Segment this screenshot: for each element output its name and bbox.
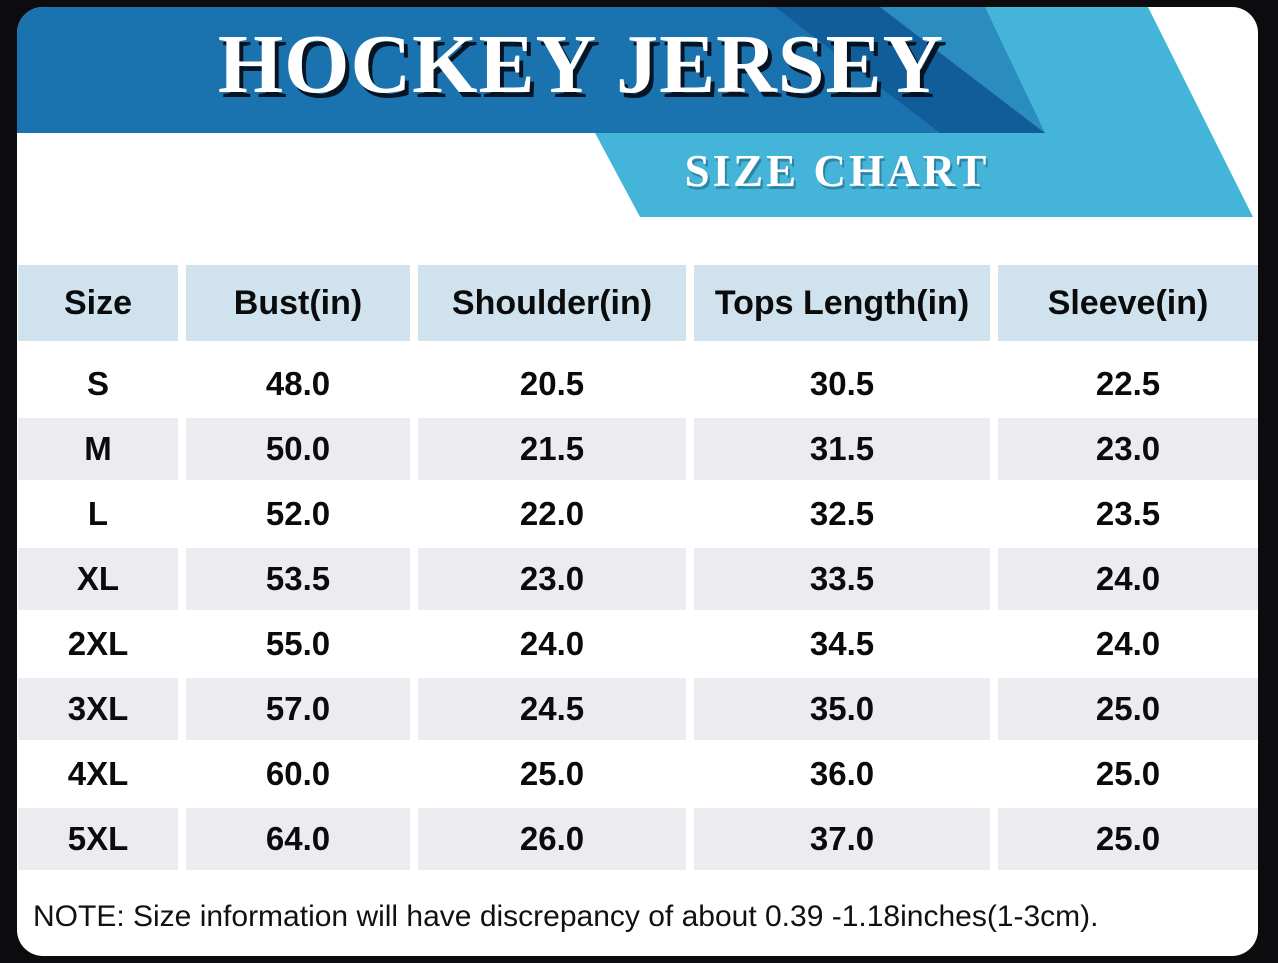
size-cell: L — [18, 483, 178, 545]
bust-cell: 55.0 — [186, 613, 410, 675]
size-chart-card: HOCKEY JERSEY SIZE CHART Size Bust(in) S… — [17, 7, 1258, 956]
size-cell: 5XL — [18, 808, 178, 870]
sleeve-cell: 25.0 — [998, 743, 1258, 805]
size-cell: 3XL — [18, 678, 178, 740]
size-cell: 2XL — [18, 613, 178, 675]
table-row: 3XL 57.0 24.5 35.0 25.0 — [18, 678, 1258, 740]
bust-cell: 52.0 — [186, 483, 410, 545]
table-header-row: Size Bust(in) Shoulder(in) Tops Length(i… — [18, 265, 1258, 341]
bust-cell: 57.0 — [186, 678, 410, 740]
table-row: M 50.0 21.5 31.5 23.0 — [18, 418, 1258, 480]
size-table: Size Bust(in) Shoulder(in) Tops Length(i… — [18, 265, 1258, 873]
table-row: 5XL 64.0 26.0 37.0 25.0 — [18, 808, 1258, 870]
table-row: 2XL 55.0 24.0 34.5 24.0 — [18, 613, 1258, 675]
shoulder-cell: 23.0 — [418, 548, 686, 610]
shoulder-cell: 26.0 — [418, 808, 686, 870]
table-row: XL 53.5 23.0 33.5 24.0 — [18, 548, 1258, 610]
header-cell-size: Size — [18, 265, 178, 341]
tops-length-cell: 32.5 — [694, 483, 990, 545]
sleeve-cell: 22.5 — [998, 353, 1258, 415]
shoulder-cell: 25.0 — [418, 743, 686, 805]
size-cell: XL — [18, 548, 178, 610]
bust-cell: 64.0 — [186, 808, 410, 870]
banner: HOCKEY JERSEY SIZE CHART — [17, 7, 1258, 224]
size-cell: M — [18, 418, 178, 480]
header-cell-shoulder: Shoulder(in) — [418, 265, 686, 341]
size-chart-label: SIZE CHART — [684, 146, 990, 196]
shoulder-cell: 24.5 — [418, 678, 686, 740]
tops-length-cell: 31.5 — [694, 418, 990, 480]
size-cell: 4XL — [18, 743, 178, 805]
sleeve-cell: 24.0 — [998, 548, 1258, 610]
bust-cell: 53.5 — [186, 548, 410, 610]
tops-length-cell: 37.0 — [694, 808, 990, 870]
sleeve-cell: 25.0 — [998, 678, 1258, 740]
shoulder-cell: 21.5 — [418, 418, 686, 480]
tops-length-cell: 30.5 — [694, 353, 990, 415]
size-cell: S — [18, 353, 178, 415]
tops-length-cell: 34.5 — [694, 613, 990, 675]
bust-cell: 48.0 — [186, 353, 410, 415]
header-cell-bust: Bust(in) — [186, 265, 410, 341]
header-cell-tops-length: Tops Length(in) — [694, 265, 990, 341]
shoulder-cell: 20.5 — [418, 353, 686, 415]
header-cell-sleeve: Sleeve(in) — [998, 265, 1258, 341]
tops-length-cell: 33.5 — [694, 548, 990, 610]
sleeve-cell: 24.0 — [998, 613, 1258, 675]
table-row: 4XL 60.0 25.0 36.0 25.0 — [18, 743, 1258, 805]
table-row: S 48.0 20.5 30.5 22.5 — [18, 353, 1258, 415]
tops-length-cell: 35.0 — [694, 678, 990, 740]
page-title: HOCKEY JERSEY — [217, 18, 945, 111]
bust-cell: 50.0 — [186, 418, 410, 480]
note-text: NOTE: Size information will have discrep… — [33, 900, 1099, 933]
sleeve-cell: 25.0 — [998, 808, 1258, 870]
sleeve-cell: 23.0 — [998, 418, 1258, 480]
table-row: L 52.0 22.0 32.5 23.5 — [18, 483, 1258, 545]
shoulder-cell: 24.0 — [418, 613, 686, 675]
bust-cell: 60.0 — [186, 743, 410, 805]
tops-length-cell: 36.0 — [694, 743, 990, 805]
shoulder-cell: 22.0 — [418, 483, 686, 545]
sleeve-cell: 23.5 — [998, 483, 1258, 545]
